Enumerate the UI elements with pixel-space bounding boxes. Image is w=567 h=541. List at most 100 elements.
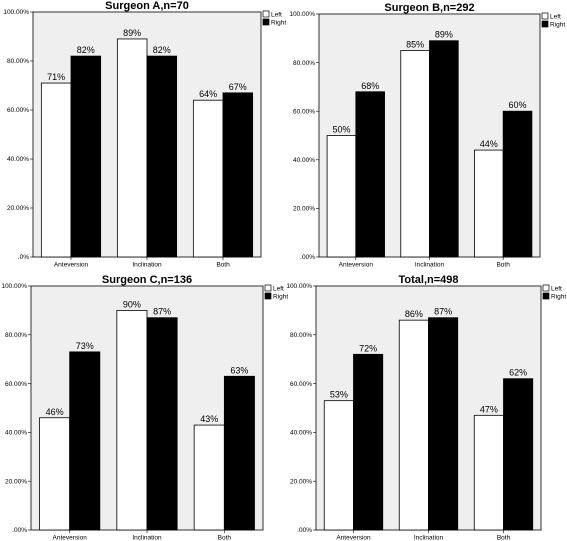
legend-swatch-right [541, 20, 549, 28]
legend-label-right: Right [550, 22, 565, 29]
legend-swatch-left [542, 284, 550, 292]
bar-left-anteversion [39, 417, 71, 531]
x-category-label: Both [497, 535, 511, 541]
data-label: 53% [330, 390, 348, 400]
bar-right-anteversion [69, 351, 101, 531]
chart-panel-surgeon-c: Surgeon C,n=136 .00% 20.00% 40.00% 60.00% 80.… [0, 271, 288, 541]
x-category-label: Inclination [414, 535, 444, 541]
chart-title: Total,n=498 [398, 274, 458, 286]
data-label: 82% [153, 45, 171, 55]
data-label: 50% [332, 125, 350, 135]
x-category-label: Anteversion [336, 535, 371, 541]
x-category-label: Anteversion [53, 535, 88, 541]
x-category-label: Both [216, 262, 230, 269]
chart-title: Surgeon C,n=136 [102, 274, 192, 286]
x-category-label: Inclination [132, 535, 162, 541]
y-tick-label: 60.00% [5, 381, 27, 388]
chart-title: Surgeon A,n=70 [105, 0, 189, 12]
x-category-label: Anteversion [54, 262, 89, 269]
bar-left-both [474, 149, 504, 258]
bar-right-anteversion [353, 353, 384, 531]
legend-swatch-right [264, 292, 272, 300]
y-tick-label: .0% [18, 254, 29, 261]
data-label: 62% [509, 368, 527, 378]
bar-right-inclination [146, 55, 178, 258]
bar-left-anteversion [40, 82, 72, 258]
legend-label-left: Left [271, 12, 282, 19]
x-category-label: Anteversion [339, 262, 374, 269]
data-label: 87% [434, 307, 452, 317]
data-label: 89% [435, 30, 453, 40]
x-category-label: Inclination [132, 262, 162, 269]
bar-left-anteversion [326, 135, 357, 258]
data-label: 43% [200, 414, 218, 424]
y-tick-label: 60.00% [7, 107, 29, 114]
y-tick-label: 20.00% [5, 478, 27, 485]
bar-left-both [192, 99, 224, 258]
data-label: 90% [123, 299, 141, 309]
bar-left-inclination [116, 310, 148, 531]
y-tick-label: 40.00% [5, 430, 27, 437]
data-label: 46% [46, 407, 64, 417]
bar-right-inclination [428, 317, 459, 531]
legend-label-left: Left [273, 286, 284, 293]
bar-left-inclination [398, 319, 429, 531]
data-label: 64% [199, 89, 217, 99]
bar-left-both [193, 424, 225, 531]
chart-panel-surgeon-a: Surgeon A,n=70 .0% 20.00% 40.00% 60.00% 80.00… [0, 0, 286, 270]
data-label: 87% [153, 307, 171, 317]
y-tick-label: 80.00% [293, 60, 315, 67]
bar-right-both [503, 378, 534, 531]
legend-label-left: Left [551, 286, 562, 293]
bar-right-inclination [429, 40, 459, 258]
y-tick-label: 80.00% [290, 332, 312, 339]
y-tick-label: .00% [297, 527, 312, 534]
bar-left-inclination [116, 38, 148, 258]
bar-right-anteversion [355, 91, 385, 258]
data-label: 63% [230, 365, 248, 375]
y-tick-label: 60.00% [293, 108, 315, 115]
y-tick-label: 100.00% [289, 11, 315, 18]
chart-svg-surgeon-b: Surgeon B,n=292 .00% 20.00% 40.00% 60.00% 80.… [289, 2, 565, 269]
bar-right-both [502, 110, 533, 258]
legend-swatch-left [264, 284, 272, 292]
x-category-label: Both [218, 535, 232, 541]
y-tick-label: 20.00% [7, 205, 29, 212]
y-tick-label: 40.00% [290, 430, 312, 437]
data-label: 82% [77, 45, 95, 55]
data-label: 67% [229, 82, 247, 92]
y-tick-label: 80.00% [5, 332, 27, 339]
y-tick-label: 80.00% [7, 58, 29, 65]
bar-right-anteversion [70, 55, 102, 258]
bar-left-inclination [400, 50, 430, 258]
y-tick-label: 100.00% [3, 9, 29, 16]
legend-swatch-left [541, 12, 549, 20]
legend-label-right: Right [273, 294, 288, 301]
data-label: 68% [361, 81, 379, 91]
y-tick-label: 20.00% [293, 206, 315, 213]
legend-swatch-left [262, 10, 270, 18]
y-tick-label: 100.00% [286, 283, 312, 290]
bar-right-both [223, 375, 255, 531]
data-label: 47% [480, 404, 498, 414]
legend-label-right: Right [271, 20, 286, 27]
data-label: 86% [405, 309, 423, 319]
bar-left-anteversion [323, 400, 354, 531]
chart-svg-surgeon-c: Surgeon C,n=136 .00% 20.00% 40.00% 60.00% 80.… [1, 274, 288, 541]
chart-svg-surgeon-a: Surgeon A,n=70 .0% 20.00% 40.00% 60.00% 80.00… [3, 0, 286, 269]
y-tick-label: 100.00% [1, 283, 27, 290]
x-category-label: Inclination [415, 262, 445, 269]
data-label: 85% [406, 39, 424, 49]
data-label: 60% [509, 100, 527, 110]
data-label: 72% [359, 343, 377, 353]
bar-right-inclination [146, 317, 178, 531]
legend-label-left: Left [550, 14, 561, 21]
chart-panel-total: Total,n=498 .00% 20.00% 40.00% 60.00% 80.00% 1… [283, 271, 567, 541]
y-tick-label: .00% [12, 527, 27, 534]
chart-svg-total: Total,n=498 .00% 20.00% 40.00% 60.00% 80.00% 1… [286, 274, 566, 541]
data-label: 89% [123, 28, 141, 38]
y-tick-label: 60.00% [290, 381, 312, 388]
data-label: 44% [480, 139, 498, 149]
data-label: 73% [76, 341, 94, 351]
legend-swatch-right [542, 292, 550, 300]
